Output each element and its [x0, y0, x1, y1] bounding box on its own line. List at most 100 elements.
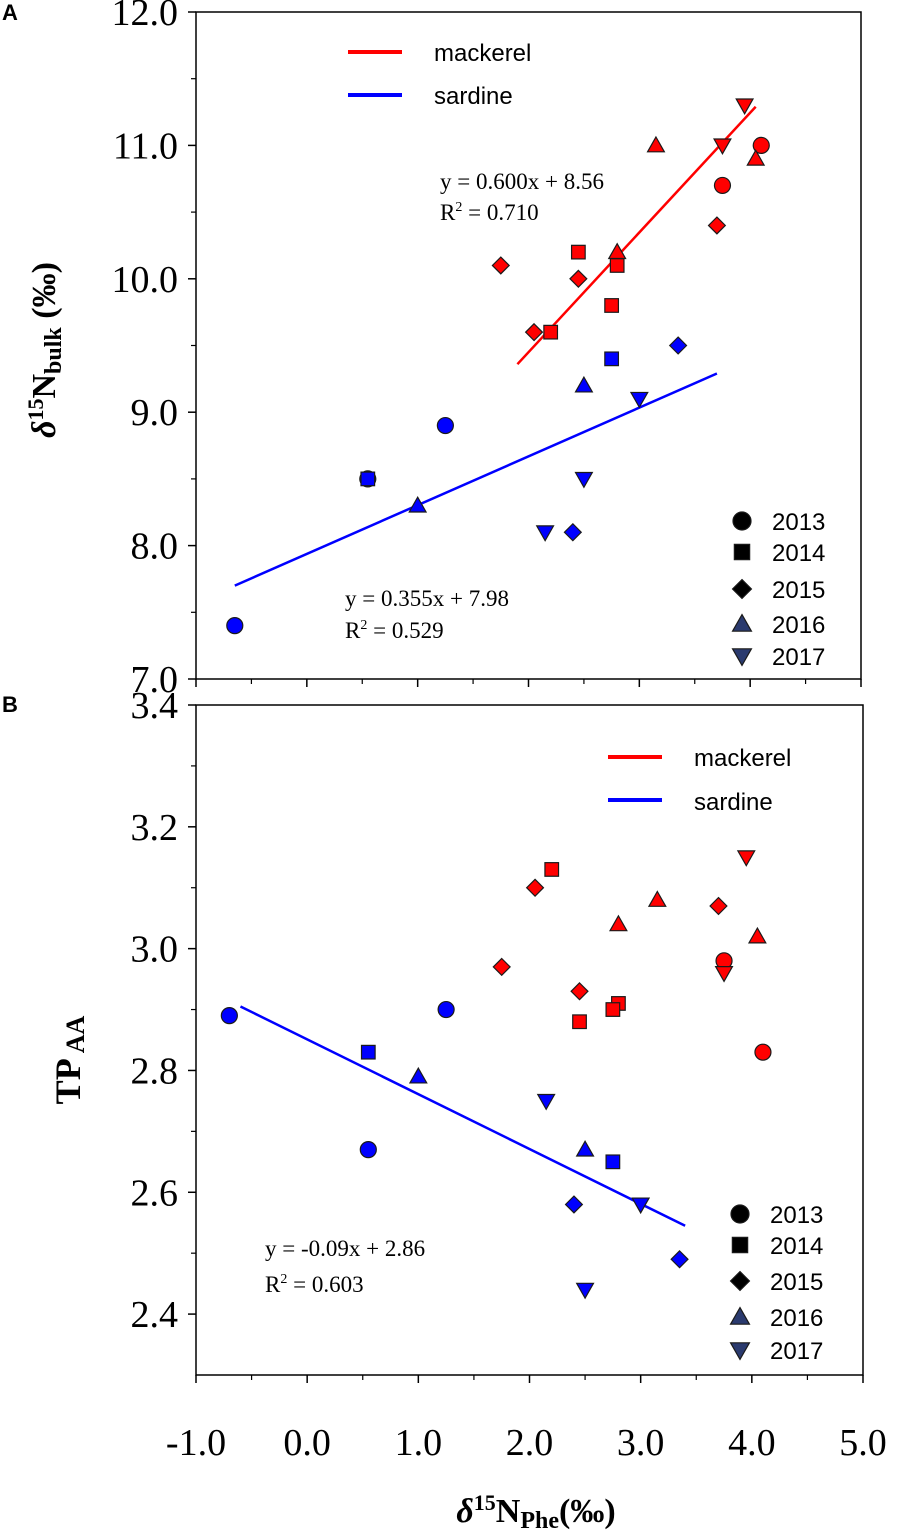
panel-b-legend-sardine-label: sardine — [694, 789, 773, 816]
panel-b-x-ticks: -1.0 0.0 1.0 2.0 3.0 4.0 5.0 — [166, 1375, 887, 1464]
legend-year-2017-label: 2017 — [772, 644, 825, 671]
sardine-point-triangle-down — [631, 1197, 651, 1215]
panel-a-x-ticks — [195, 679, 862, 687]
x-tick-label: 2.0 — [506, 1422, 554, 1464]
panel-a-mackerel-r2: R2 = 0.710 — [440, 200, 539, 225]
mackerel-point-diamond — [491, 256, 511, 275]
panel-a-plot-frame — [195, 11, 862, 680]
legend-year-2016-label: 2016 — [772, 612, 825, 639]
sardine-point-diamond — [670, 1250, 689, 1269]
legend-year-2013-label: 2013 — [770, 1202, 823, 1229]
mackerel-point-triangle-up — [747, 926, 767, 944]
sardine-point-circle — [220, 1007, 238, 1025]
legend-year-2017-marker — [731, 648, 753, 667]
mackerel-point-triangle-down — [713, 138, 732, 156]
mackerel-point-square — [609, 258, 625, 273]
panel-a-y-ticks: 7.0 8.0 9.0 10.0 11.0 12.0 — [112, 0, 196, 701]
x-tick-label: 5.0 — [839, 1422, 887, 1464]
x-tick-label: 0.0 — [283, 1422, 331, 1464]
y-tick-label: 2.6 — [131, 1172, 179, 1214]
sardine-point-square — [360, 1044, 376, 1060]
y-tick-label: 2.4 — [131, 1294, 179, 1336]
sardine-point-triangle-up — [575, 1140, 595, 1157]
mackerel-point-circle — [752, 136, 770, 154]
legend-year-2014-label: 2014 — [772, 540, 825, 567]
y-tick-label: 3.4 — [131, 685, 179, 727]
sardine-point-triangle-down — [629, 391, 649, 409]
sardine-point-circle — [437, 1000, 455, 1019]
y-tick-label: 3.2 — [131, 807, 179, 849]
mackerel-point-circle — [713, 176, 732, 195]
legend-year-2013-label: 2013 — [772, 509, 825, 536]
legend-year-2014-marker — [733, 543, 751, 561]
legend-year-2015-marker — [731, 578, 753, 600]
mackerel-point-diamond — [570, 982, 589, 1001]
legend-year-2016-marker — [731, 613, 753, 632]
mackerel-point-triangle-down — [736, 850, 756, 867]
panel-a-sardine-equation: y = 0.355x + 7.98 — [345, 586, 509, 611]
panel-a-label: A — [2, 0, 18, 25]
y-tick-label: 8.0 — [131, 526, 179, 568]
x-tick-label: 3.0 — [617, 1422, 665, 1464]
panel-a-points — [226, 98, 770, 635]
sardine-point-triangle-up — [574, 375, 594, 393]
mackerel-point-diamond — [707, 216, 727, 235]
sardine-point-diamond — [668, 336, 688, 355]
y-tick-label: 10.0 — [112, 259, 179, 301]
mackerel-point-triangle-up — [607, 242, 627, 260]
panel-a-mackerel-equation: y = 0.600x + 8.56 — [440, 169, 604, 194]
panel-b: B -1.0 0.0 1.0 2.0 3.0 4.0 5.0 2.4 2.6 2.8 3.0 3.2… — [2, 685, 887, 1464]
mackerel-point-triangle-down — [735, 98, 755, 115]
y-tick-label: 7.0 — [131, 659, 179, 701]
mackerel-point-triangle-up — [746, 149, 766, 166]
sardine-point-circle — [359, 1141, 377, 1159]
panel-b-y-ticks: 2.4 2.6 2.8 3.0 3.2 3.4 — [131, 685, 196, 1336]
x-tick-label: 1.0 — [395, 1422, 443, 1464]
x-tick-label: -1.0 — [166, 1422, 226, 1464]
y-tick-label: 11.0 — [113, 125, 178, 167]
sardine-point-diamond — [564, 1195, 584, 1214]
panel-b-regression-lines — [239, 1005, 686, 1227]
sardine-point-triangle-down — [575, 1282, 595, 1300]
mackerel-point-triangle-up — [647, 890, 667, 907]
sardine-point-triangle-down — [535, 525, 555, 542]
mackerel-point-square — [605, 1002, 621, 1017]
x-axis-label: δ15NPhe(‰) — [456, 1490, 615, 1534]
y-tick-label: 3.0 — [131, 929, 179, 971]
sardine-regression-line — [234, 372, 718, 587]
mackerel-point-diamond — [492, 957, 511, 977]
sardine-point-circle — [436, 416, 454, 435]
sardine-point-diamond — [563, 523, 583, 542]
panel-a: A 7.0 8.0 9.0 10.0 11.0 12.0 mackerel sardine… — [2, 0, 862, 701]
legend-year-2014-marker — [731, 1236, 749, 1254]
panel-a-year-legend: 2013 2014 2015 2016 2017 — [731, 509, 825, 671]
legend-year-2017-marker — [729, 1342, 751, 1361]
y-tick-label: 9.0 — [131, 392, 179, 434]
panel-a-legend-mackerel-label: mackerel — [434, 40, 531, 67]
panel-b-y-axis-label: TP AA — [48, 1015, 90, 1104]
panel-a-y-axis-label: δ15Nbulk (‰) — [23, 262, 67, 438]
panel-a-regression-lines — [234, 105, 757, 587]
mackerel-regression-line — [516, 105, 757, 366]
mackerel-point-square — [604, 298, 620, 313]
sardine-point-triangle-down — [536, 1093, 556, 1111]
mackerel-point-square — [544, 862, 560, 877]
mackerel-point-circle — [754, 1043, 772, 1061]
legend-year-2016-marker — [729, 1306, 751, 1325]
legend-year-2016-label: 2016 — [770, 1305, 823, 1332]
panel-b-sardine-equation: y = -0.09x + 2.86 — [265, 1236, 425, 1261]
sardine-point-triangle-down — [574, 471, 594, 489]
mackerel-point-diamond — [709, 896, 728, 916]
legend-year-2013-marker — [732, 511, 752, 531]
mackerel-point-triangle-up — [646, 135, 666, 153]
mackerel-point-diamond — [524, 322, 544, 342]
panel-b-points — [220, 850, 772, 1300]
panel-b-sardine-r2: R2 = 0.603 — [265, 1272, 364, 1297]
sardine-point-triangle-up — [408, 495, 428, 513]
x-tick-label: 4.0 — [728, 1422, 776, 1464]
mackerel-point-square — [572, 1014, 587, 1030]
legend-year-2017-label: 2017 — [770, 1338, 823, 1365]
panel-b-legend-mackerel-label: mackerel — [694, 745, 791, 772]
sardine-regression-line — [239, 1005, 686, 1227]
legend-year-2015-label: 2015 — [772, 577, 825, 604]
